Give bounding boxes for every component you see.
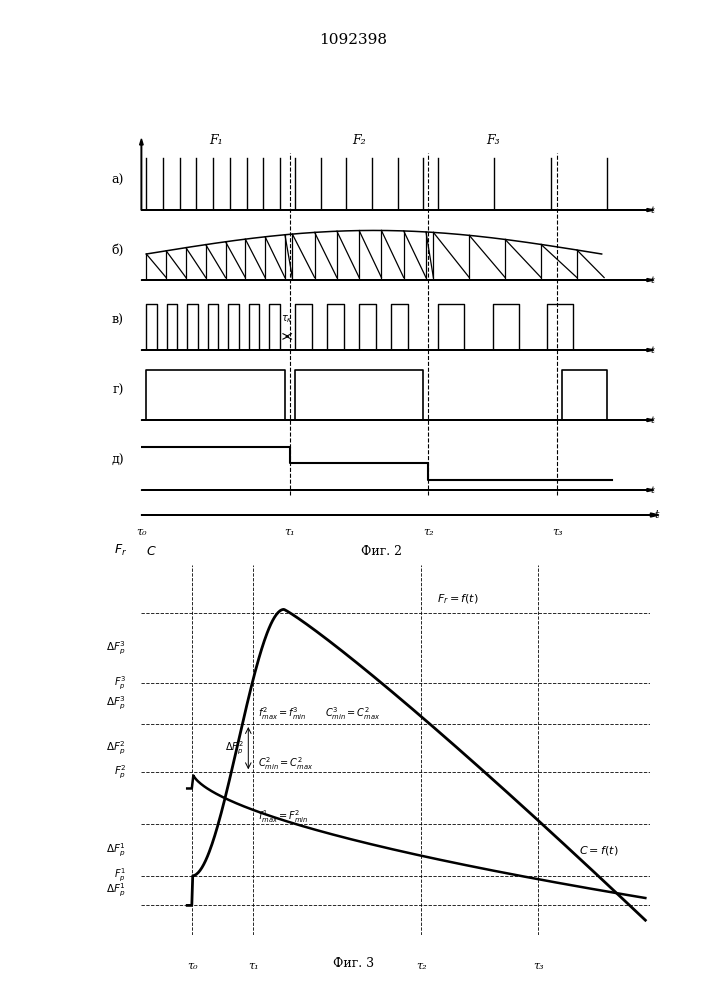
- Text: $C_{min}^2{=}C_{max}^2$: $C_{min}^2{=}C_{max}^2$: [259, 755, 314, 772]
- Text: Фиг. 3: Фиг. 3: [333, 957, 374, 970]
- Text: $C_{min}^3{=}C_{max}^2$: $C_{min}^3{=}C_{max}^2$: [325, 705, 380, 722]
- Text: б): б): [111, 244, 124, 257]
- Text: $\Delta F_p^1$: $\Delta F_p^1$: [106, 882, 126, 899]
- Text: F₂: F₂: [352, 134, 366, 147]
- Text: $\Delta F_p^2$: $\Delta F_p^2$: [107, 739, 126, 757]
- Text: t: t: [654, 510, 658, 520]
- Text: τ₀: τ₀: [136, 527, 147, 537]
- Text: t: t: [650, 486, 654, 495]
- Text: Фиг. 2: Фиг. 2: [361, 545, 402, 558]
- Text: t: t: [650, 276, 654, 285]
- Text: $\Delta F_p^3$: $\Delta F_p^3$: [106, 640, 126, 657]
- Text: t: t: [650, 206, 654, 215]
- Text: $F_r = f(t)$: $F_r = f(t)$: [437, 592, 478, 606]
- Text: г): г): [112, 384, 124, 397]
- Text: τ₃: τ₃: [551, 527, 563, 537]
- Text: $\Delta F_p^1$: $\Delta F_p^1$: [106, 841, 126, 859]
- Text: t: t: [650, 346, 654, 355]
- Text: τ₁: τ₁: [284, 527, 296, 537]
- Text: $F_p^2$: $F_p^2$: [114, 764, 126, 781]
- Text: а): а): [111, 174, 124, 187]
- Text: τ₀: τ₀: [187, 961, 198, 971]
- Text: $f_{max}^2{=}f_{min}^3$: $f_{max}^2{=}f_{min}^3$: [259, 705, 307, 722]
- Text: в): в): [112, 314, 124, 327]
- Text: F₁: F₁: [209, 134, 223, 147]
- Text: t: t: [650, 416, 654, 425]
- Text: τ₂: τ₂: [416, 961, 427, 971]
- Text: $C = f(t)$: $C = f(t)$: [579, 844, 619, 857]
- Text: F₃: F₃: [486, 134, 500, 147]
- Text: $\Delta F_p^3$: $\Delta F_p^3$: [106, 695, 126, 712]
- Text: д): д): [111, 454, 124, 467]
- Text: τ₁: τ₁: [248, 961, 259, 971]
- Text: $F_p^3$: $F_p^3$: [114, 675, 126, 692]
- Text: $C$: $C$: [146, 545, 157, 558]
- Text: $\tau_\kappa$: $\tau_\kappa$: [281, 313, 293, 325]
- Text: τ₂: τ₂: [423, 527, 434, 537]
- Text: τ₃: τ₃: [533, 961, 544, 971]
- Text: $\Delta F_p^2$: $\Delta F_p^2$: [225, 739, 243, 757]
- Text: $F_p^1$: $F_p^1$: [114, 867, 126, 884]
- Text: $F_r$: $F_r$: [115, 542, 128, 558]
- Text: 1092398: 1092398: [320, 33, 387, 47]
- Text: $f_{max}^1{=}F_{min}^2$: $f_{max}^1{=}F_{min}^2$: [259, 808, 309, 825]
